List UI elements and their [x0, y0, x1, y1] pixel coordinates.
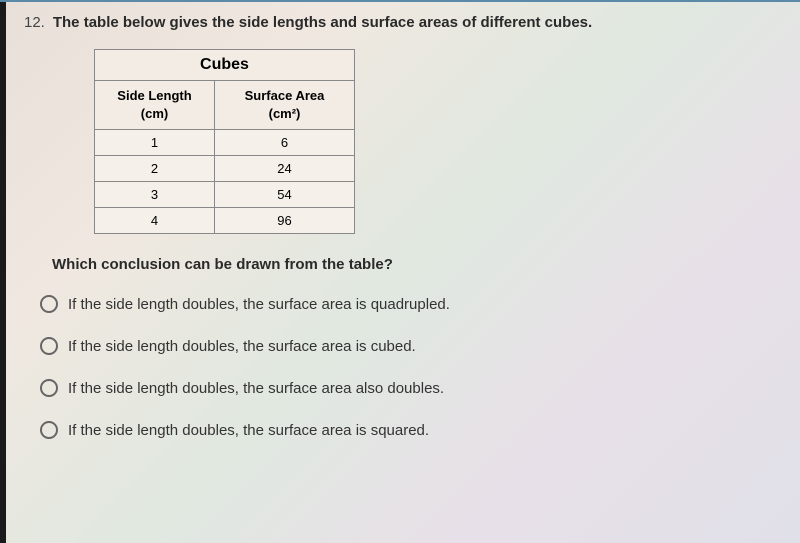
question-number: 12.	[24, 14, 45, 31]
question-prompt: Which conclusion can be drawn from the t…	[52, 256, 776, 273]
cell-side: 3	[95, 182, 215, 208]
answer-options: If the side length doubles, the surface …	[40, 295, 776, 439]
cell-area: 24	[215, 156, 355, 182]
cell-area: 96	[215, 208, 355, 234]
option-b[interactable]: If the side length doubles, the surface …	[40, 337, 776, 355]
option-label: If the side length doubles, the surface …	[68, 296, 450, 313]
radio-icon[interactable]	[40, 379, 58, 397]
radio-icon[interactable]	[40, 337, 58, 355]
left-border-decoration	[0, 2, 6, 543]
radio-icon[interactable]	[40, 421, 58, 439]
column-header-unit: (cm²)	[269, 106, 301, 121]
table-row: 4 96	[95, 208, 355, 234]
cell-side: 1	[95, 130, 215, 156]
table-row: 3 54	[95, 182, 355, 208]
column-header-unit: (cm)	[141, 106, 168, 121]
radio-icon[interactable]	[40, 295, 58, 313]
cell-side: 2	[95, 156, 215, 182]
option-label: If the side length doubles, the surface …	[68, 422, 429, 439]
column-header-side-length: Side Length (cm)	[95, 81, 215, 130]
column-header-label: Surface Area	[245, 88, 325, 103]
table-title: Cubes	[95, 50, 355, 81]
option-label: If the side length doubles, the surface …	[68, 338, 416, 355]
table-row: 1 6	[95, 130, 355, 156]
cell-area: 6	[215, 130, 355, 156]
cubes-table-container: Cubes Side Length (cm) Surface Area (cm²…	[94, 49, 776, 234]
option-a[interactable]: If the side length doubles, the surface …	[40, 295, 776, 313]
question-text: The table below gives the side lengths a…	[53, 14, 592, 31]
cell-area: 54	[215, 182, 355, 208]
option-c[interactable]: If the side length doubles, the surface …	[40, 379, 776, 397]
column-header-surface-area: Surface Area (cm²)	[215, 81, 355, 130]
option-d[interactable]: If the side length doubles, the surface …	[40, 421, 776, 439]
cell-side: 4	[95, 208, 215, 234]
table-row: 2 24	[95, 156, 355, 182]
column-header-label: Side Length	[117, 88, 191, 103]
option-label: If the side length doubles, the surface …	[68, 380, 444, 397]
question-header: 12. The table below gives the side lengt…	[24, 14, 776, 31]
cubes-table: Cubes Side Length (cm) Surface Area (cm²…	[94, 49, 355, 234]
